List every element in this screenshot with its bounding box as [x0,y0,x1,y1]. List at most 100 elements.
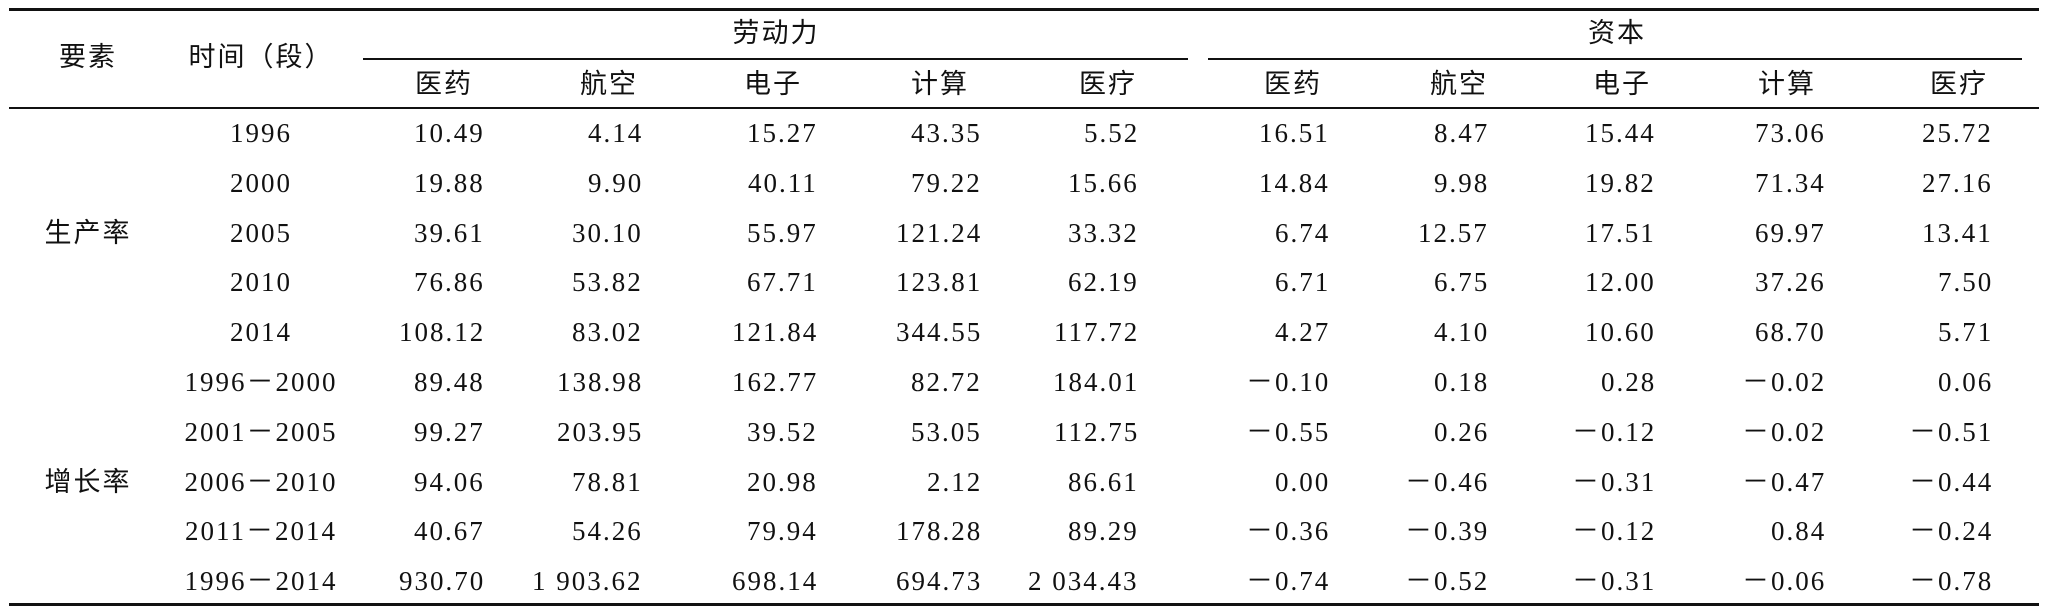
value-cell: －0.78 [1909,566,1994,597]
value-cell: 0.26 [1434,416,1490,447]
value-cell: 117.72 [1054,317,1140,348]
value-cell: 20.98 [747,466,818,497]
value-cell: 698.14 [732,566,819,597]
column-header: 医药 [1264,69,1322,99]
value-cell: 123.81 [896,267,983,298]
column-header: 医疗 [1930,69,1988,99]
section-label: 增长率 [44,466,132,497]
column-header: 电子 [1593,69,1651,99]
value-cell: 184.01 [1053,367,1140,397]
value-cell: 13.41 [1922,217,1993,248]
value-cell: 6.71 [1275,267,1331,298]
value-cell: 16.51 [1259,118,1330,148]
value-cell: －0.74 [1246,566,1331,597]
corner-header: 要素 [59,42,117,72]
value-cell: 54.26 [572,516,643,547]
value-cell: －0.51 [1909,416,1994,447]
value-cell: －0.39 [1405,516,1490,547]
value-cell: 40.11 [748,167,818,198]
value-cell: 89.48 [414,367,485,397]
value-cell: 5.71 [1938,317,1994,348]
period-cell: 2010 [230,267,292,298]
value-cell: 76.86 [414,267,485,298]
value-cell: 15.27 [747,118,818,148]
value-cell: 0.28 [1601,367,1657,397]
period-cell: 2000 [230,167,292,198]
value-cell: 6.74 [1275,217,1331,248]
value-cell: 121.24 [896,217,983,248]
period-cell: 1996－2014 [184,566,338,597]
period-cell: 2005 [230,217,292,248]
value-cell: 83.02 [572,317,643,348]
value-cell: 2.12 [927,466,983,497]
value-cell: 99.27 [414,416,485,447]
value-cell: 4.27 [1275,317,1331,348]
value-cell: 2 034.43 [1028,566,1139,597]
value-cell: 178.28 [896,516,983,547]
value-cell: 14.84 [1259,167,1330,198]
value-cell: －0.52 [1405,566,1490,597]
value-cell: 67.71 [747,267,818,298]
value-cell: －0.02 [1742,367,1827,397]
column-header: 计算 [1758,69,1816,99]
value-cell: 0.84 [1771,516,1827,547]
group-rule [1208,58,2022,60]
value-cell: 86.61 [1068,466,1139,497]
period-cell: 1996－2000 [184,367,338,397]
value-cell: －0.46 [1405,466,1490,497]
value-cell: 1 903.62 [532,566,643,597]
value-cell: 6.75 [1434,267,1490,298]
value-cell: 39.52 [747,416,818,447]
period-cell: 2014 [230,317,292,348]
value-cell: 4.10 [1434,317,1490,348]
value-cell: －0.12 [1572,516,1657,547]
value-cell: 33.32 [1068,217,1139,248]
value-cell: 10.49 [414,118,485,148]
group-rule [363,58,1188,60]
value-cell: 62.19 [1068,267,1139,298]
value-cell: 7.50 [1938,267,1994,298]
value-cell: 15.44 [1585,118,1656,148]
column-header: 航空 [580,69,638,99]
period-cell: 2006－2010 [184,466,338,497]
period-cell: 1996 [230,118,292,148]
section-label: 生产率 [44,217,132,248]
value-cell: －0.02 [1742,416,1827,447]
column-header: 医疗 [1079,69,1137,99]
value-cell: 30.10 [572,217,643,248]
value-cell: 43.35 [911,118,982,148]
group-header: 资本 [1588,18,1646,48]
value-cell: 19.82 [1585,167,1656,198]
value-cell: －0.47 [1742,466,1827,497]
value-cell: 108.12 [399,317,486,348]
value-cell: 121.84 [732,317,819,348]
value-cell: 19.88 [414,167,485,198]
value-cell: 55.97 [747,217,818,248]
value-cell: －0.31 [1572,566,1657,597]
value-cell: 94.06 [414,466,485,497]
value-cell: 68.70 [1755,317,1826,348]
value-cell: 9.98 [1434,167,1490,198]
value-cell: －0.55 [1246,416,1331,447]
value-cell: －0.44 [1909,466,1994,497]
value-cell: －0.10 [1246,367,1331,397]
value-cell: 17.51 [1585,217,1656,248]
value-cell: 53.05 [911,416,982,447]
value-cell: 0.00 [1275,466,1331,497]
value-cell: 112.75 [1054,416,1140,447]
value-cell: －0.36 [1246,516,1331,547]
value-cell: －0.12 [1572,416,1657,447]
value-cell: 73.06 [1755,118,1826,148]
value-cell: 89.29 [1068,516,1139,547]
value-cell: 10.60 [1585,317,1656,348]
value-cell: 78.81 [572,466,643,497]
value-cell: 79.22 [911,167,982,198]
value-cell: 37.26 [1755,267,1826,298]
value-cell: 138.98 [557,367,644,397]
value-cell: 8.47 [1434,118,1490,148]
group-header: 劳动力 [732,18,820,48]
period-cell: 2011－2014 [185,516,337,547]
value-cell: 4.14 [588,118,644,148]
period-cell: 2001－2005 [184,416,338,447]
